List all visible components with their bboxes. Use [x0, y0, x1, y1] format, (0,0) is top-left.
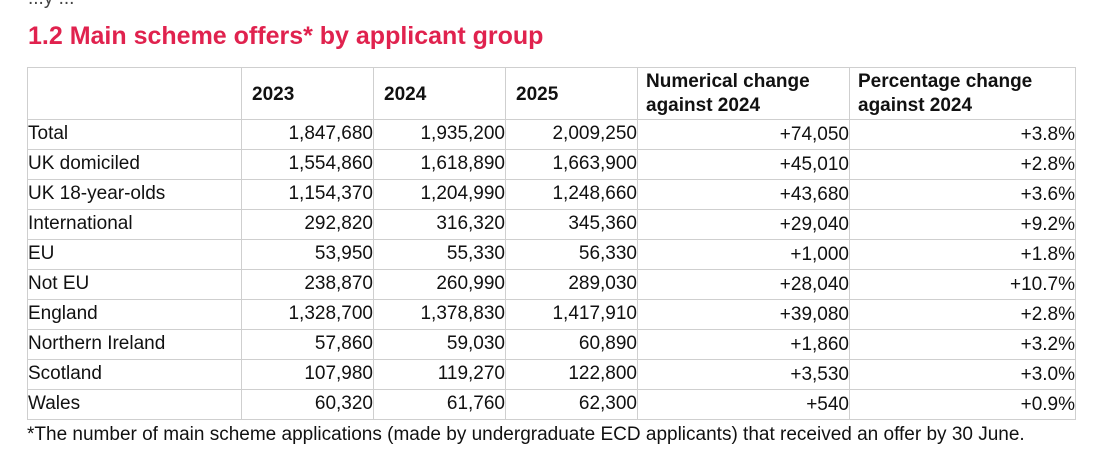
cell-2023: 60,320	[241, 389, 374, 420]
table-row: Scotland 107,980 119,270 122,800 +3,530 +3.0%	[27, 359, 1076, 390]
cell-2023: 57,860	[241, 329, 374, 360]
cell-2025: 62,300	[505, 389, 638, 420]
cell-percentage-change: +0.9%	[849, 389, 1076, 420]
cell-2023: 1,847,680	[241, 119, 374, 150]
cell-numerical-change: +1,000	[637, 239, 850, 270]
table-row: Not EU 238,870 260,990 289,030 +28,040 +10.7%	[27, 269, 1076, 300]
header-2023: 2023	[241, 67, 374, 120]
table-row: EU 53,950 55,330 56,330 +1,000 +1.8%	[27, 239, 1076, 270]
cell-numerical-change: +3,530	[637, 359, 850, 390]
cell-numerical-change: +39,080	[637, 299, 850, 330]
cell-percentage-change: +3.2%	[849, 329, 1076, 360]
cell-2025: 1,248,660	[505, 179, 638, 210]
cell-2024: 316,320	[373, 209, 506, 240]
table-row: International 292,820 316,320 345,360 +29,04…	[27, 209, 1076, 240]
cell-2025: 60,890	[505, 329, 638, 360]
cell-numerical-change: +43,680	[637, 179, 850, 210]
cell-2024: 61,760	[373, 389, 506, 420]
header-percentage-change: Percentage change against 2024	[849, 67, 1076, 120]
cell-2024: 1,204,990	[373, 179, 506, 210]
previous-page-text-fragment: ...y ...	[28, 0, 74, 10]
cell-2023: 1,554,860	[241, 149, 374, 180]
row-group-label: Scotland	[27, 359, 242, 390]
row-group-label: Not EU	[27, 269, 242, 300]
cell-2025: 289,030	[505, 269, 638, 300]
row-group-label: Wales	[27, 389, 242, 420]
cell-percentage-change: +3.6%	[849, 179, 1076, 210]
row-group-label: England	[27, 299, 242, 330]
cell-2024: 55,330	[373, 239, 506, 270]
cell-numerical-change: +74,050	[637, 119, 850, 150]
table-row: Total 1,847,680 1,935,200 2,009,250 +74,050 +…	[27, 119, 1076, 150]
table-row: England 1,328,700 1,378,830 1,417,910 +39,08…	[27, 299, 1076, 330]
cell-percentage-change: +2.8%	[849, 149, 1076, 180]
cell-numerical-change: +1,860	[637, 329, 850, 360]
cell-numerical-change: +29,040	[637, 209, 850, 240]
header-numerical-change: Numerical change against 2024	[637, 67, 850, 120]
section-title: 1.2 Main scheme offers* by applicant gro…	[28, 22, 544, 50]
row-group-label: UK domiciled	[27, 149, 242, 180]
cell-2025: 345,360	[505, 209, 638, 240]
cell-2024: 59,030	[373, 329, 506, 360]
row-group-label: Total	[27, 119, 242, 150]
table-row: UK 18-year-olds 1,154,370 1,204,990 1,248,6…	[27, 179, 1076, 210]
cell-percentage-change: +3.8%	[849, 119, 1076, 150]
cell-numerical-change: +540	[637, 389, 850, 420]
cell-numerical-change: +28,040	[637, 269, 850, 300]
header-2025: 2025	[505, 67, 638, 120]
cell-numerical-change: +45,010	[637, 149, 850, 180]
cell-2023: 238,870	[241, 269, 374, 300]
cell-2023: 53,950	[241, 239, 374, 270]
cell-2025: 122,800	[505, 359, 638, 390]
offers-table: 2023 2024 2025 Numerical change against …	[27, 67, 1076, 420]
cell-percentage-change: +9.2%	[849, 209, 1076, 240]
cell-2023: 107,980	[241, 359, 374, 390]
table-header-row: 2023 2024 2025 Numerical change against …	[27, 67, 1076, 120]
cell-2023: 1,328,700	[241, 299, 374, 330]
cell-percentage-change: +1.8%	[849, 239, 1076, 270]
table-row: UK domiciled 1,554,860 1,618,890 1,663,900 +…	[27, 149, 1076, 180]
cell-2024: 1,378,830	[373, 299, 506, 330]
row-group-label: EU	[27, 239, 242, 270]
table-row: Wales 60,320 61,760 62,300 +540 +0.9%	[27, 389, 1076, 420]
cell-2024: 1,618,890	[373, 149, 506, 180]
cell-2025: 2,009,250	[505, 119, 638, 150]
cell-2025: 1,663,900	[505, 149, 638, 180]
cell-2024: 119,270	[373, 359, 506, 390]
header-blank	[27, 67, 242, 120]
cell-percentage-change: +3.0%	[849, 359, 1076, 390]
row-group-label: Northern Ireland	[27, 329, 242, 360]
footnote: *The number of main scheme applications …	[27, 424, 1025, 445]
cell-2024: 260,990	[373, 269, 506, 300]
cell-2025: 56,330	[505, 239, 638, 270]
cell-2024: 1,935,200	[373, 119, 506, 150]
table-row: Northern Ireland 57,860 59,030 60,890 +1,860…	[27, 329, 1076, 360]
cell-2023: 1,154,370	[241, 179, 374, 210]
row-group-label: International	[27, 209, 242, 240]
cell-2023: 292,820	[241, 209, 374, 240]
cell-percentage-change: +2.8%	[849, 299, 1076, 330]
header-2024: 2024	[373, 67, 506, 120]
cell-percentage-change: +10.7%	[849, 269, 1076, 300]
cell-2025: 1,417,910	[505, 299, 638, 330]
row-group-label: UK 18-year-olds	[27, 179, 242, 210]
